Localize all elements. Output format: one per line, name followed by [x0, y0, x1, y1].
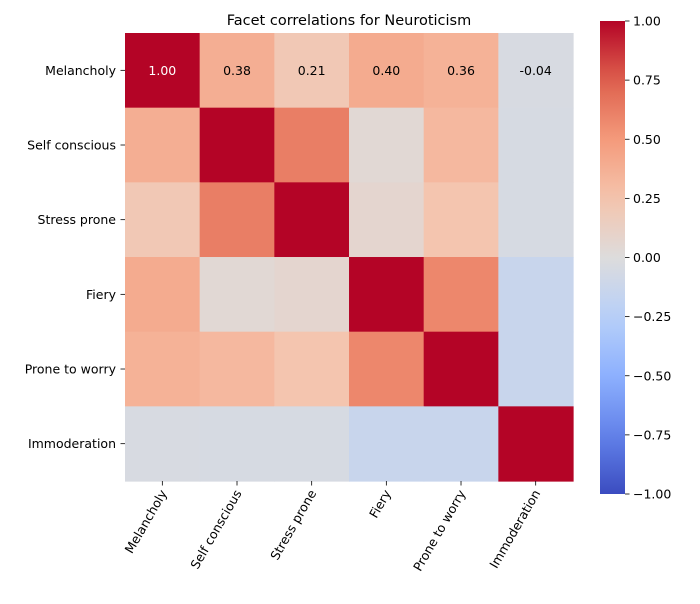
heatmap-cell: [199, 107, 275, 183]
cell-value-label: -0.04: [520, 63, 552, 78]
heatmap-cell: [498, 406, 574, 482]
cell-value-label: 0.21: [298, 63, 326, 78]
heatmap-cell: [498, 33, 574, 109]
column-tick-label: Melancholy: [122, 486, 171, 555]
heatmap-cell: [349, 257, 425, 333]
heatmap-cell: [199, 33, 275, 109]
cell-value-label: 0.38: [223, 63, 251, 78]
heatmap-cells: [125, 33, 574, 482]
cell-value-label: 1.00: [148, 63, 176, 78]
heatmap-cell: [423, 107, 499, 183]
column-tick-labels: Melancholy Self conscious Stress prone Fier…: [122, 481, 543, 574]
column-tick-label: Immoderation: [486, 487, 543, 571]
heatmap-cell: [498, 107, 574, 183]
heatmap-cell: [199, 331, 275, 407]
heatmap-cell: [125, 182, 201, 258]
row-tick-label: Prone to worry: [25, 362, 117, 377]
colorbar-tick-label: 1.00: [633, 14, 661, 29]
row-tick-label: Self conscious: [27, 138, 116, 153]
column-tick-label: Stress prone: [267, 487, 319, 563]
heatmap-cell: [423, 33, 499, 109]
heatmap-cell: [125, 257, 201, 333]
row-tick-label: Immoderation: [28, 436, 116, 451]
heatmap-cell: [498, 182, 574, 258]
heatmap-cell: [274, 33, 350, 109]
colorbar-tick-label: 0.50: [633, 132, 661, 147]
row-tick-label: Melancholy: [45, 63, 116, 78]
heatmap-cell: [125, 33, 201, 109]
colorbar-ticks: 1.00 0.75 0.50 0.25 0.00 −0.25 −0.50 −0.75 −1.00: [625, 14, 671, 502]
heatmap-cell: [274, 406, 350, 482]
heatmap-cell: [199, 182, 275, 258]
chart-title: Facet correlations for Neuroticism: [227, 13, 471, 29]
heatmap-cell: [125, 107, 201, 183]
cell-annotations: 1.00 0.38 0.21 0.40 0.36 -0.04: [148, 63, 551, 78]
heatmap-cell: [498, 331, 574, 407]
column-tick-label: Fiery: [366, 487, 394, 521]
heatmap-cell: [199, 257, 275, 333]
heatmap-cell: [199, 406, 275, 482]
heatmap-cell: [274, 107, 350, 183]
heatmap-cell: [349, 107, 425, 183]
colorbar-tick-label: 0.25: [633, 191, 661, 206]
cell-value-label: 0.40: [372, 63, 400, 78]
heatmap-cell: [274, 257, 350, 333]
heatmap-cell: [423, 331, 499, 407]
colorbar-tick-label: −1.00: [633, 487, 671, 502]
column-tick-label: Self conscious: [187, 487, 244, 571]
cell-value-label: 0.36: [447, 63, 475, 78]
heatmap-cell: [125, 331, 201, 407]
colorbar-tick-label: −0.75: [633, 427, 671, 442]
row-tick-labels: Melancholy Self conscious Stress prone Fier…: [25, 63, 125, 451]
row-tick-label: Stress prone: [38, 212, 117, 227]
heatmap-cell: [125, 406, 201, 482]
heatmap-cell: [274, 331, 350, 407]
heatmap-cell: [349, 33, 425, 109]
colorbar-tick-label: 0.00: [633, 250, 661, 265]
heatmap-cell: [349, 406, 425, 482]
heatmap-cell: [423, 257, 499, 333]
heatmap-cell: [274, 182, 350, 258]
heatmap-cell: [498, 257, 574, 333]
row-tick-label: Fiery: [86, 287, 117, 302]
heatmap-cell: [423, 182, 499, 258]
colorbar-tick-label: 0.75: [633, 73, 661, 88]
heatmap-cell: [423, 406, 499, 482]
heatmap-cell: [349, 182, 425, 258]
heatmap-cell: [349, 331, 425, 407]
column-tick-label: Prone to worry: [410, 487, 469, 574]
colorbar-tick-label: −0.25: [633, 309, 671, 324]
colorbar-tick-label: −0.50: [633, 368, 671, 383]
colorbar: [600, 21, 625, 494]
